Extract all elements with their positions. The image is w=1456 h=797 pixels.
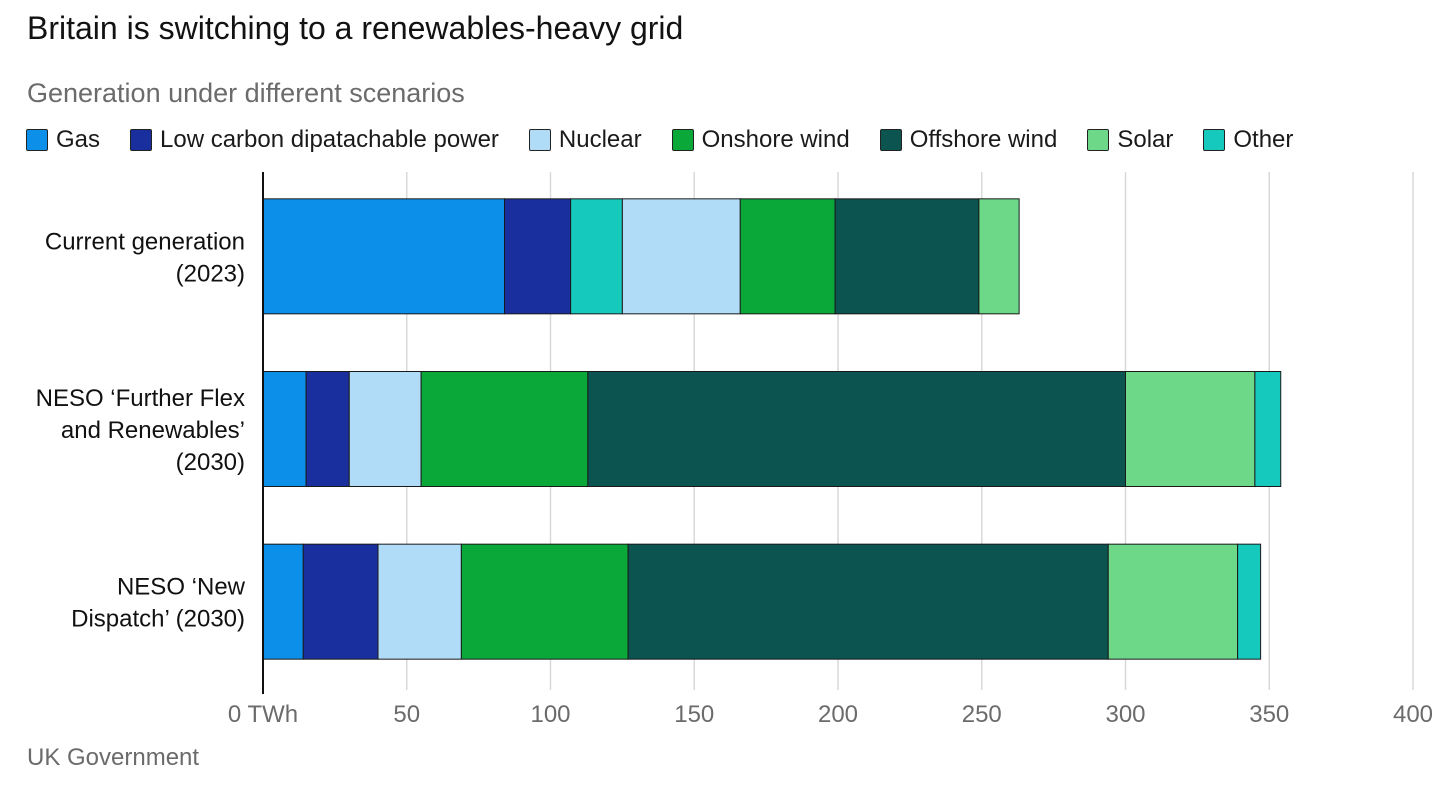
bar-segment <box>1107 543 1239 660</box>
bar-segment <box>739 198 836 315</box>
x-tick-label: 0 TWh <box>228 701 298 728</box>
bar-segment <box>348 371 422 487</box>
category-label: Dispatch’ (2030) <box>71 606 245 633</box>
bar-segment <box>587 371 1126 487</box>
category-label: Current generation <box>45 228 245 255</box>
legend-label: Nuclear <box>558 126 642 153</box>
bar-segment <box>570 198 623 315</box>
x-tick-label: 200 <box>818 701 858 728</box>
bar-segment <box>1125 371 1256 487</box>
legend-item: Other <box>1203 126 1293 154</box>
x-tick-label: 150 <box>674 701 714 728</box>
legend-swatch <box>1203 129 1226 151</box>
bar-segment <box>1254 371 1282 487</box>
bar-segment <box>262 543 304 660</box>
legend-swatch <box>130 129 153 151</box>
legend-item: Gas <box>26 126 100 154</box>
bar-segment <box>504 198 572 315</box>
category-label: (2023) <box>176 260 245 287</box>
bar-segment <box>262 198 505 315</box>
x-tick-label: 300 <box>1105 701 1145 728</box>
legend-swatch <box>1087 129 1110 151</box>
legend-label: Low carbon dipatachable power <box>160 126 499 153</box>
bar-segment <box>1237 543 1262 660</box>
bar-segment <box>305 371 350 487</box>
bar-segment <box>978 198 1020 315</box>
legend-item: Nuclear <box>528 126 642 154</box>
bar-segment <box>302 543 379 660</box>
x-tick-label: 400 <box>1393 701 1433 728</box>
chart-title: Britain is switching to a renewables-hea… <box>27 10 684 46</box>
bar-segment <box>420 371 589 487</box>
legend-label: Gas <box>56 126 101 153</box>
bar-segment <box>834 198 980 315</box>
legend-item: Onshore wind <box>671 126 850 154</box>
bar-segment <box>621 198 741 315</box>
bar-segment <box>262 371 307 487</box>
category-label: (2030) <box>176 449 245 476</box>
legend-swatch <box>879 129 902 151</box>
category-label: NESO ‘Further Flex <box>36 385 245 412</box>
legend-swatch <box>528 129 551 151</box>
chart-subtitle: Generation under different scenarios <box>27 78 465 108</box>
legend-label: Offshore wind <box>909 126 1058 153</box>
legend-item: Low carbon dipatachable power <box>130 126 499 154</box>
x-tick-label: 350 <box>1249 701 1289 728</box>
bar-segment <box>377 543 462 660</box>
bar-segment <box>460 543 629 660</box>
x-tick-label: 250 <box>962 701 1002 728</box>
legend-item: Offshore wind <box>879 126 1058 154</box>
bar-segment <box>627 543 1109 660</box>
category-label: NESO ‘New <box>117 574 246 601</box>
legend-item: Solar <box>1087 126 1173 154</box>
legend-label: Onshore wind <box>701 126 850 153</box>
legend-label: Other <box>1233 126 1294 153</box>
legend-swatch <box>671 129 694 151</box>
x-tick-label: 100 <box>530 701 570 728</box>
legend-label: Solar <box>1117 126 1174 153</box>
legend-swatch <box>26 129 48 151</box>
legend: Gas Low carbon dipatachable power Nuclear O… <box>26 126 1293 154</box>
category-label: and Renewables’ <box>61 417 245 444</box>
x-tick-label: 50 <box>393 701 420 728</box>
source-note: UK Government <box>27 744 200 771</box>
